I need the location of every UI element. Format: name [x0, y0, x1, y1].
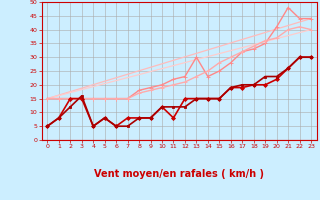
- X-axis label: Vent moyen/en rafales ( km/h ): Vent moyen/en rafales ( km/h ): [94, 169, 264, 179]
